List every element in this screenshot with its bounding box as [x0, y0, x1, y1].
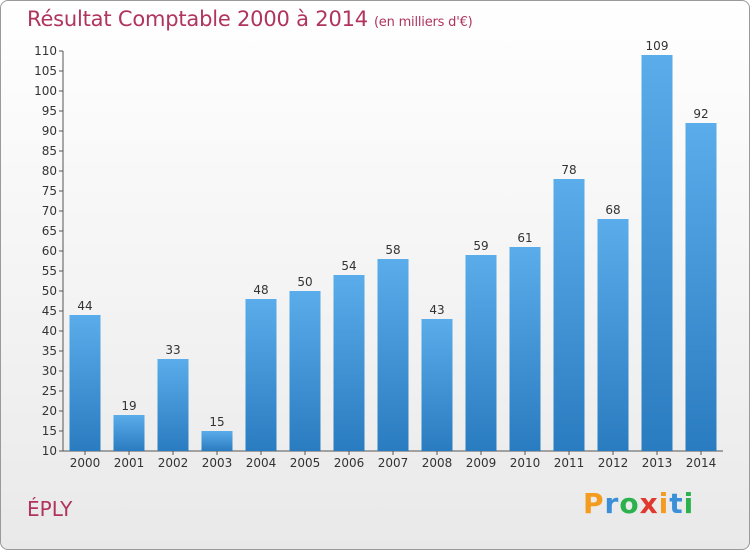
- y-tick-label: 90: [42, 124, 57, 138]
- y-tick-label: 85: [42, 144, 57, 158]
- y-tick-label: 45: [42, 304, 57, 318]
- logo-letter: i: [658, 487, 670, 520]
- x-tick-label: 2000: [70, 456, 101, 470]
- logo-letter: t: [669, 487, 684, 520]
- y-tick-label: 70: [42, 204, 57, 218]
- title-text: Résultat Comptable 2000 à 2014: [27, 7, 368, 31]
- y-tick-label: 100: [34, 84, 57, 98]
- bar: [113, 415, 145, 451]
- bar: [597, 219, 629, 451]
- y-tick-label: 25: [42, 384, 57, 398]
- x-tick-label: 2014: [686, 456, 717, 470]
- title-unit: (en milliers d'€): [373, 15, 473, 30]
- bar: [641, 55, 673, 451]
- data-label: 50: [297, 275, 312, 289]
- logo-letter: i: [683, 487, 695, 520]
- bar: [69, 315, 101, 451]
- y-tick-label: 10: [42, 444, 57, 458]
- bar: [377, 259, 409, 451]
- data-label: 78: [561, 163, 576, 177]
- y-tick-label: 95: [42, 104, 57, 118]
- y-tick-label: 35: [42, 344, 57, 358]
- y-tick-label: 80: [42, 164, 57, 178]
- data-label: 92: [693, 107, 708, 121]
- bar: [201, 431, 233, 451]
- bar: [553, 179, 585, 451]
- y-tick-label: 15: [42, 424, 57, 438]
- y-tick-label: 105: [34, 64, 57, 78]
- x-tick-label: 2010: [510, 456, 541, 470]
- bar: [333, 275, 365, 451]
- bar: [685, 123, 717, 451]
- x-tick-label: 2012: [598, 456, 629, 470]
- x-tick-label: 2001: [114, 456, 145, 470]
- x-tick-label: 2008: [422, 456, 453, 470]
- y-tick-label: 65: [42, 224, 57, 238]
- data-label: 15: [209, 415, 224, 429]
- y-tick-label: 50: [42, 284, 57, 298]
- data-label: 61: [517, 231, 532, 245]
- bar: [421, 319, 453, 451]
- data-label: 44: [77, 299, 92, 313]
- logo-letter: x: [639, 487, 659, 520]
- place-name: ÉPLY: [27, 497, 73, 521]
- data-label: 19: [121, 399, 136, 413]
- proxiti-logo: Proxiti: [583, 487, 694, 520]
- x-tick-label: 2011: [554, 456, 585, 470]
- logo-letter: P: [583, 487, 605, 520]
- bar: [465, 255, 497, 451]
- x-tick-label: 2003: [202, 456, 233, 470]
- data-label: 109: [646, 39, 669, 53]
- data-label: 54: [341, 259, 356, 273]
- data-label: 33: [165, 343, 180, 357]
- x-tick-label: 2007: [378, 456, 409, 470]
- x-tick-label: 2002: [158, 456, 189, 470]
- y-tick-label: 110: [34, 44, 57, 58]
- data-label: 59: [473, 239, 488, 253]
- y-tick-label: 55: [42, 264, 57, 278]
- y-tick-label: 75: [42, 184, 57, 198]
- x-tick-label: 2009: [466, 456, 497, 470]
- y-tick-label: 30: [42, 364, 57, 378]
- y-tick-label: 40: [42, 324, 57, 338]
- data-label: 58: [385, 243, 400, 257]
- x-tick-label: 2004: [246, 456, 277, 470]
- data-label: 43: [429, 303, 444, 317]
- bar: [245, 299, 277, 451]
- x-tick-label: 2006: [334, 456, 365, 470]
- x-tick-label: 2005: [290, 456, 321, 470]
- bar: [509, 247, 541, 451]
- y-tick-label: 60: [42, 244, 57, 258]
- data-label: 48: [253, 283, 268, 297]
- x-tick-label: 2013: [642, 456, 673, 470]
- y-tick-label: 20: [42, 404, 57, 418]
- bar: [289, 291, 321, 451]
- bar: [157, 359, 189, 451]
- chart-title: Résultat Comptable 2000 à 2014 (en millie…: [27, 7, 473, 31]
- logo-letter: r: [604, 487, 620, 520]
- data-label: 68: [605, 203, 620, 217]
- logo-letter: o: [619, 487, 640, 520]
